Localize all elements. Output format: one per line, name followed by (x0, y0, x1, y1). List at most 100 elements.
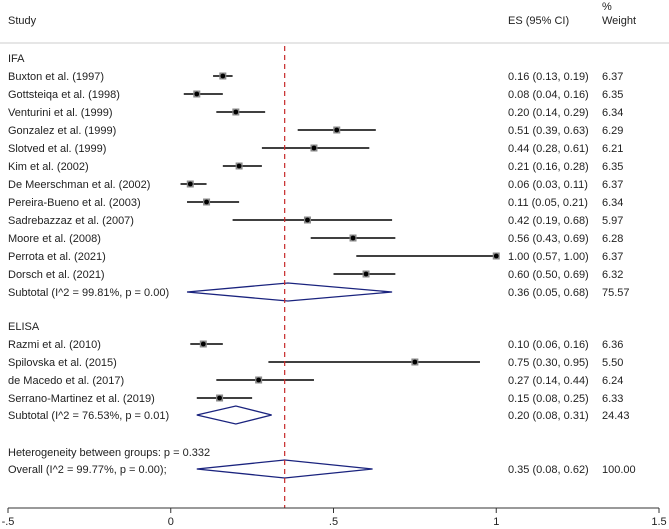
subtotal-diamond (186, 282, 393, 302)
study-label: Buxton et al. (1997) (8, 71, 104, 83)
header-study: Study (8, 15, 37, 27)
point-estimate (204, 199, 209, 205)
subtotal-label: Subtotal (I^2 = 99.81%, p = 0.00) (8, 287, 169, 299)
header-weight-percent: % (602, 1, 612, 13)
point-estimate (236, 163, 242, 169)
point-estimate (233, 109, 239, 115)
study-label: Sadrebazzaz et al. (2007) (8, 215, 134, 227)
weight-value: 5.97 (602, 215, 623, 227)
study-row: Serrano-Martinez et al. (2019) 0.15 (0.08… (8, 393, 623, 405)
weight-value: 6.35 (602, 89, 623, 101)
study-label: Perrota et al. (2021) (8, 251, 106, 263)
header-es: ES (95% CI) (508, 15, 569, 27)
subtotal-weight-value: 24.43 (602, 410, 630, 422)
weight-value: 6.34 (602, 197, 623, 209)
weight-value: 6.33 (602, 393, 623, 405)
es-ci-value: 0.60 (0.50, 0.69) (508, 269, 589, 281)
study-row: Gonzalez et al. (1999) 0.51 (0.39, 0.63) 6… (8, 125, 623, 137)
point-estimate (350, 235, 356, 241)
overall-diamond (196, 459, 373, 479)
es-ci-value: 0.21 (0.16, 0.28) (508, 161, 589, 173)
study-label: Razmi et al. (2010) (8, 339, 101, 351)
subtotal-row: Subtotal (I^2 = 99.81%, p = 0.00) 0.36 (0… (8, 282, 630, 302)
overall-row: Overall (I^2 = 99.77%, p = 0.00); 0.35 (0… (8, 459, 636, 479)
point-estimate (220, 73, 226, 79)
es-ci-value: 0.44 (0.28, 0.61) (508, 143, 589, 155)
study-row: Perrota et al. (2021) 1.00 (0.57, 1.00) 6.… (8, 251, 623, 263)
es-ci-value: 0.11 (0.05, 0.21) (508, 197, 588, 209)
es-ci-value: 0.16 (0.13, 0.19) (508, 71, 589, 83)
overall-weight-value: 100.00 (602, 464, 636, 476)
point-estimate (200, 341, 206, 347)
x-tick-label: -.5 (2, 516, 15, 528)
weight-value: 6.37 (602, 71, 623, 83)
es-ci-value: 0.06 (0.03, 0.11) (508, 179, 588, 191)
weight-value: 6.36 (602, 339, 623, 351)
study-label: Moore et al. (2008) (8, 233, 101, 245)
es-ci-value: 1.00 (0.57, 1.00) (508, 251, 589, 263)
weight-value: 6.24 (602, 375, 623, 387)
subtotal-row: Subtotal (I^2 = 76.53%, p = 0.01) 0.20 (0… (8, 405, 630, 425)
point-estimate (187, 181, 193, 187)
point-estimate (311, 145, 317, 151)
es-ci-value: 0.20 (0.14, 0.29) (508, 107, 589, 119)
study-row: Moore et al. (2008) 0.56 (0.43, 0.69) 6.28 (8, 233, 623, 245)
study-label: Slotved et al. (1999) (8, 143, 106, 155)
subtotal-weight-value: 75.57 (602, 287, 630, 299)
group-heading: IFA (8, 53, 25, 65)
weight-value: 6.35 (602, 161, 623, 173)
point-estimate (493, 253, 499, 259)
subtotal-label: Subtotal (I^2 = 76.53%, p = 0.01) (8, 410, 169, 422)
study-row: Razmi et al. (2010) 0.10 (0.06, 0.16) 6.36 (8, 339, 623, 351)
x-tick-label: 1 (493, 516, 499, 528)
study-row: Venturini et al. (1999) 0.20 (0.14, 0.29)… (8, 107, 623, 119)
study-label: Spilovska et al. (2015) (8, 357, 117, 369)
x-tick-label: 1.5 (651, 516, 666, 528)
study-label: Gonzalez et al. (1999) (8, 125, 116, 137)
study-row: Kim et al. (2002) 0.21 (0.16, 0.28) 6.35 (8, 161, 623, 173)
x-axis: -.5 0 .5 1 1.5 (2, 507, 667, 528)
study-label: Kim et al. (2002) (8, 161, 89, 173)
study-row: Slotved et al. (1999) 0.44 (0.28, 0.61) 6.… (8, 143, 623, 155)
point-estimate (305, 217, 310, 223)
es-ci-value: 0.08 (0.04, 0.16) (508, 89, 589, 101)
overall-label: Overall (I^2 = 99.77%, p = 0.00); (8, 464, 167, 476)
study-row: De Meerschman et al. (2002) 0.06 (0.03, 0… (8, 179, 623, 191)
weight-value: 6.21 (602, 143, 623, 155)
study-row: Buxton et al. (1997) 0.16 (0.13, 0.19) 6.3… (8, 71, 623, 83)
subtotal-es-ci-value: 0.36 (0.05, 0.68) (508, 287, 589, 299)
study-label: Serrano-Martinez et al. (2019) (8, 393, 155, 405)
weight-value: 6.29 (602, 125, 623, 137)
subtotal-diamond (196, 405, 272, 425)
weight-value: 6.28 (602, 233, 623, 245)
weight-value: 6.34 (602, 107, 623, 119)
study-row: Spilovska et al. (2015) 0.75 (0.30, 0.95)… (8, 357, 623, 369)
es-ci-value: 0.15 (0.08, 0.25) (508, 393, 589, 405)
overall-es-ci-value: 0.35 (0.08, 0.62) (508, 464, 589, 476)
study-row: Pereira-Bueno et al. (2003) 0.11 (0.05, 0… (8, 197, 623, 209)
weight-value: 6.37 (602, 251, 623, 263)
point-estimate (217, 395, 222, 401)
point-estimate (194, 91, 200, 97)
point-estimate (363, 271, 369, 277)
weight-value: 5.50 (602, 357, 623, 369)
study-label: De Meerschman et al. (2002) (8, 179, 150, 191)
study-rows: IFA Buxton et al. (1997) 0.16 (0.13, 0.19)… (8, 46, 636, 508)
es-ci-value: 0.42 (0.19, 0.68) (508, 215, 589, 227)
point-estimate (412, 359, 418, 365)
es-ci-value: 0.56 (0.43, 0.69) (508, 233, 589, 245)
es-ci-value: 0.51 (0.39, 0.63) (508, 125, 589, 137)
header-weight: Weight (602, 15, 636, 27)
es-ci-value: 0.27 (0.14, 0.44) (508, 375, 589, 387)
study-row: Gottsteiqa et al. (1998) 0.08 (0.04, 0.16… (8, 89, 623, 101)
x-tick-label: .5 (329, 516, 338, 528)
heterogeneity-text: Heterogeneity between groups: p = 0.332 (8, 447, 210, 459)
point-estimate (256, 377, 262, 383)
study-label: de Macedo et al. (2017) (8, 375, 124, 387)
study-row: de Macedo et al. (2017) 0.27 (0.14, 0.44)… (8, 375, 623, 387)
weight-value: 6.32 (602, 269, 623, 281)
point-estimate (334, 127, 340, 133)
study-label: Gottsteiqa et al. (1998) (8, 89, 120, 101)
es-ci-value: 0.10 (0.06, 0.16) (508, 339, 589, 351)
